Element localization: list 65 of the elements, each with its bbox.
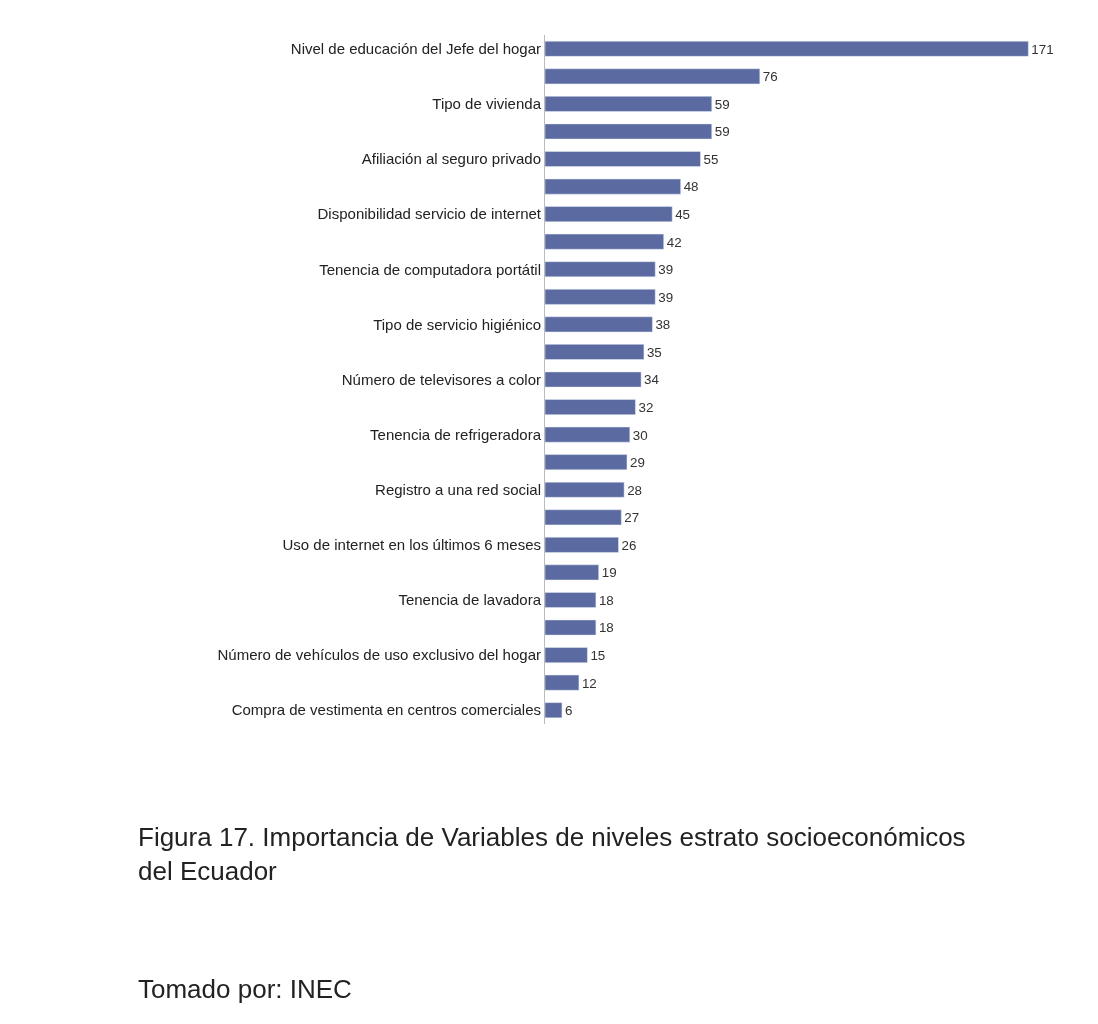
data-label: 76	[762, 69, 778, 85]
bar	[545, 509, 622, 526]
bar	[545, 454, 628, 471]
bar	[545, 233, 664, 250]
bar	[545, 426, 631, 443]
data-label: 35	[646, 344, 662, 360]
bar	[545, 68, 761, 85]
data-label: 171	[1031, 41, 1054, 57]
y-tick-label: Tipo de vivienda	[432, 95, 542, 113]
y-tick-label: Número de vehículos de uso exclusivo del hogar	[217, 646, 541, 664]
bar	[545, 123, 713, 140]
data-label: 15	[590, 648, 606, 663]
bar	[545, 96, 713, 112]
data-label: 12	[581, 675, 597, 691]
data-label: 28	[627, 482, 643, 498]
data-label: 26	[621, 537, 637, 553]
data-label: 38	[655, 317, 671, 333]
data-label: 39	[658, 262, 674, 278]
data-label: 59	[714, 124, 730, 140]
y-tick-label: Uso de internet en los últimos 6 meses	[282, 536, 541, 554]
data-label: 27	[624, 510, 640, 526]
bar	[545, 564, 599, 581]
text: Tomado por: INEC	[138, 974, 352, 1004]
data-label: 29	[629, 455, 645, 471]
data-label: 30	[632, 427, 648, 443]
bar	[545, 261, 656, 278]
y-tick-label: Disponibilidad servicio de internet	[317, 205, 542, 223]
y-tick-label: Número de televisores a color	[341, 370, 541, 388]
bar	[545, 288, 656, 305]
y-tick-label: Tipo de servicio higiénico	[373, 315, 541, 333]
data-label: 59	[714, 96, 730, 112]
y-tick-label: Compra de vestimenta en centros comerciales	[231, 701, 541, 719]
y-tick-label: Registro a una red social	[375, 480, 541, 498]
bar	[545, 647, 588, 663]
bar	[545, 674, 580, 691]
bar	[545, 592, 597, 608]
bar	[545, 702, 563, 719]
bar	[545, 481, 625, 498]
y-tick-label: Tenencia de lavadora	[398, 591, 542, 609]
data-label: 55	[703, 151, 719, 167]
data-label: 18	[598, 592, 614, 608]
data-label: 45	[675, 207, 691, 223]
bar	[545, 151, 701, 167]
data-label: 6	[564, 703, 573, 719]
y-tick-label: Tenencia de computadora portátil	[319, 260, 541, 278]
bar	[545, 206, 673, 222]
bar	[545, 619, 597, 636]
data-label: 42	[666, 234, 682, 250]
data-label: 48	[683, 179, 699, 195]
bar	[545, 371, 642, 388]
data-label: 39	[658, 289, 674, 305]
bar	[545, 178, 681, 195]
bar	[545, 399, 636, 415]
bar	[545, 537, 619, 553]
bar	[545, 344, 645, 360]
data-label: 19	[601, 565, 617, 581]
data-label: 34	[644, 372, 660, 388]
bar	[545, 316, 653, 333]
text: Figura 17. Importancia de Variables de niveles estrato socioeconómicos del Ecuador	[138, 822, 966, 886]
bar	[545, 40, 1029, 57]
data-label: 18	[598, 620, 614, 636]
y-tick-label: Afiliación al seguro privado	[361, 150, 541, 168]
y-tick-label: Nivel de educación del Jefe del hogar	[290, 40, 541, 58]
data-label: 32	[638, 399, 654, 415]
y-tick-label: Tenencia de refrigeradora	[370, 425, 542, 443]
